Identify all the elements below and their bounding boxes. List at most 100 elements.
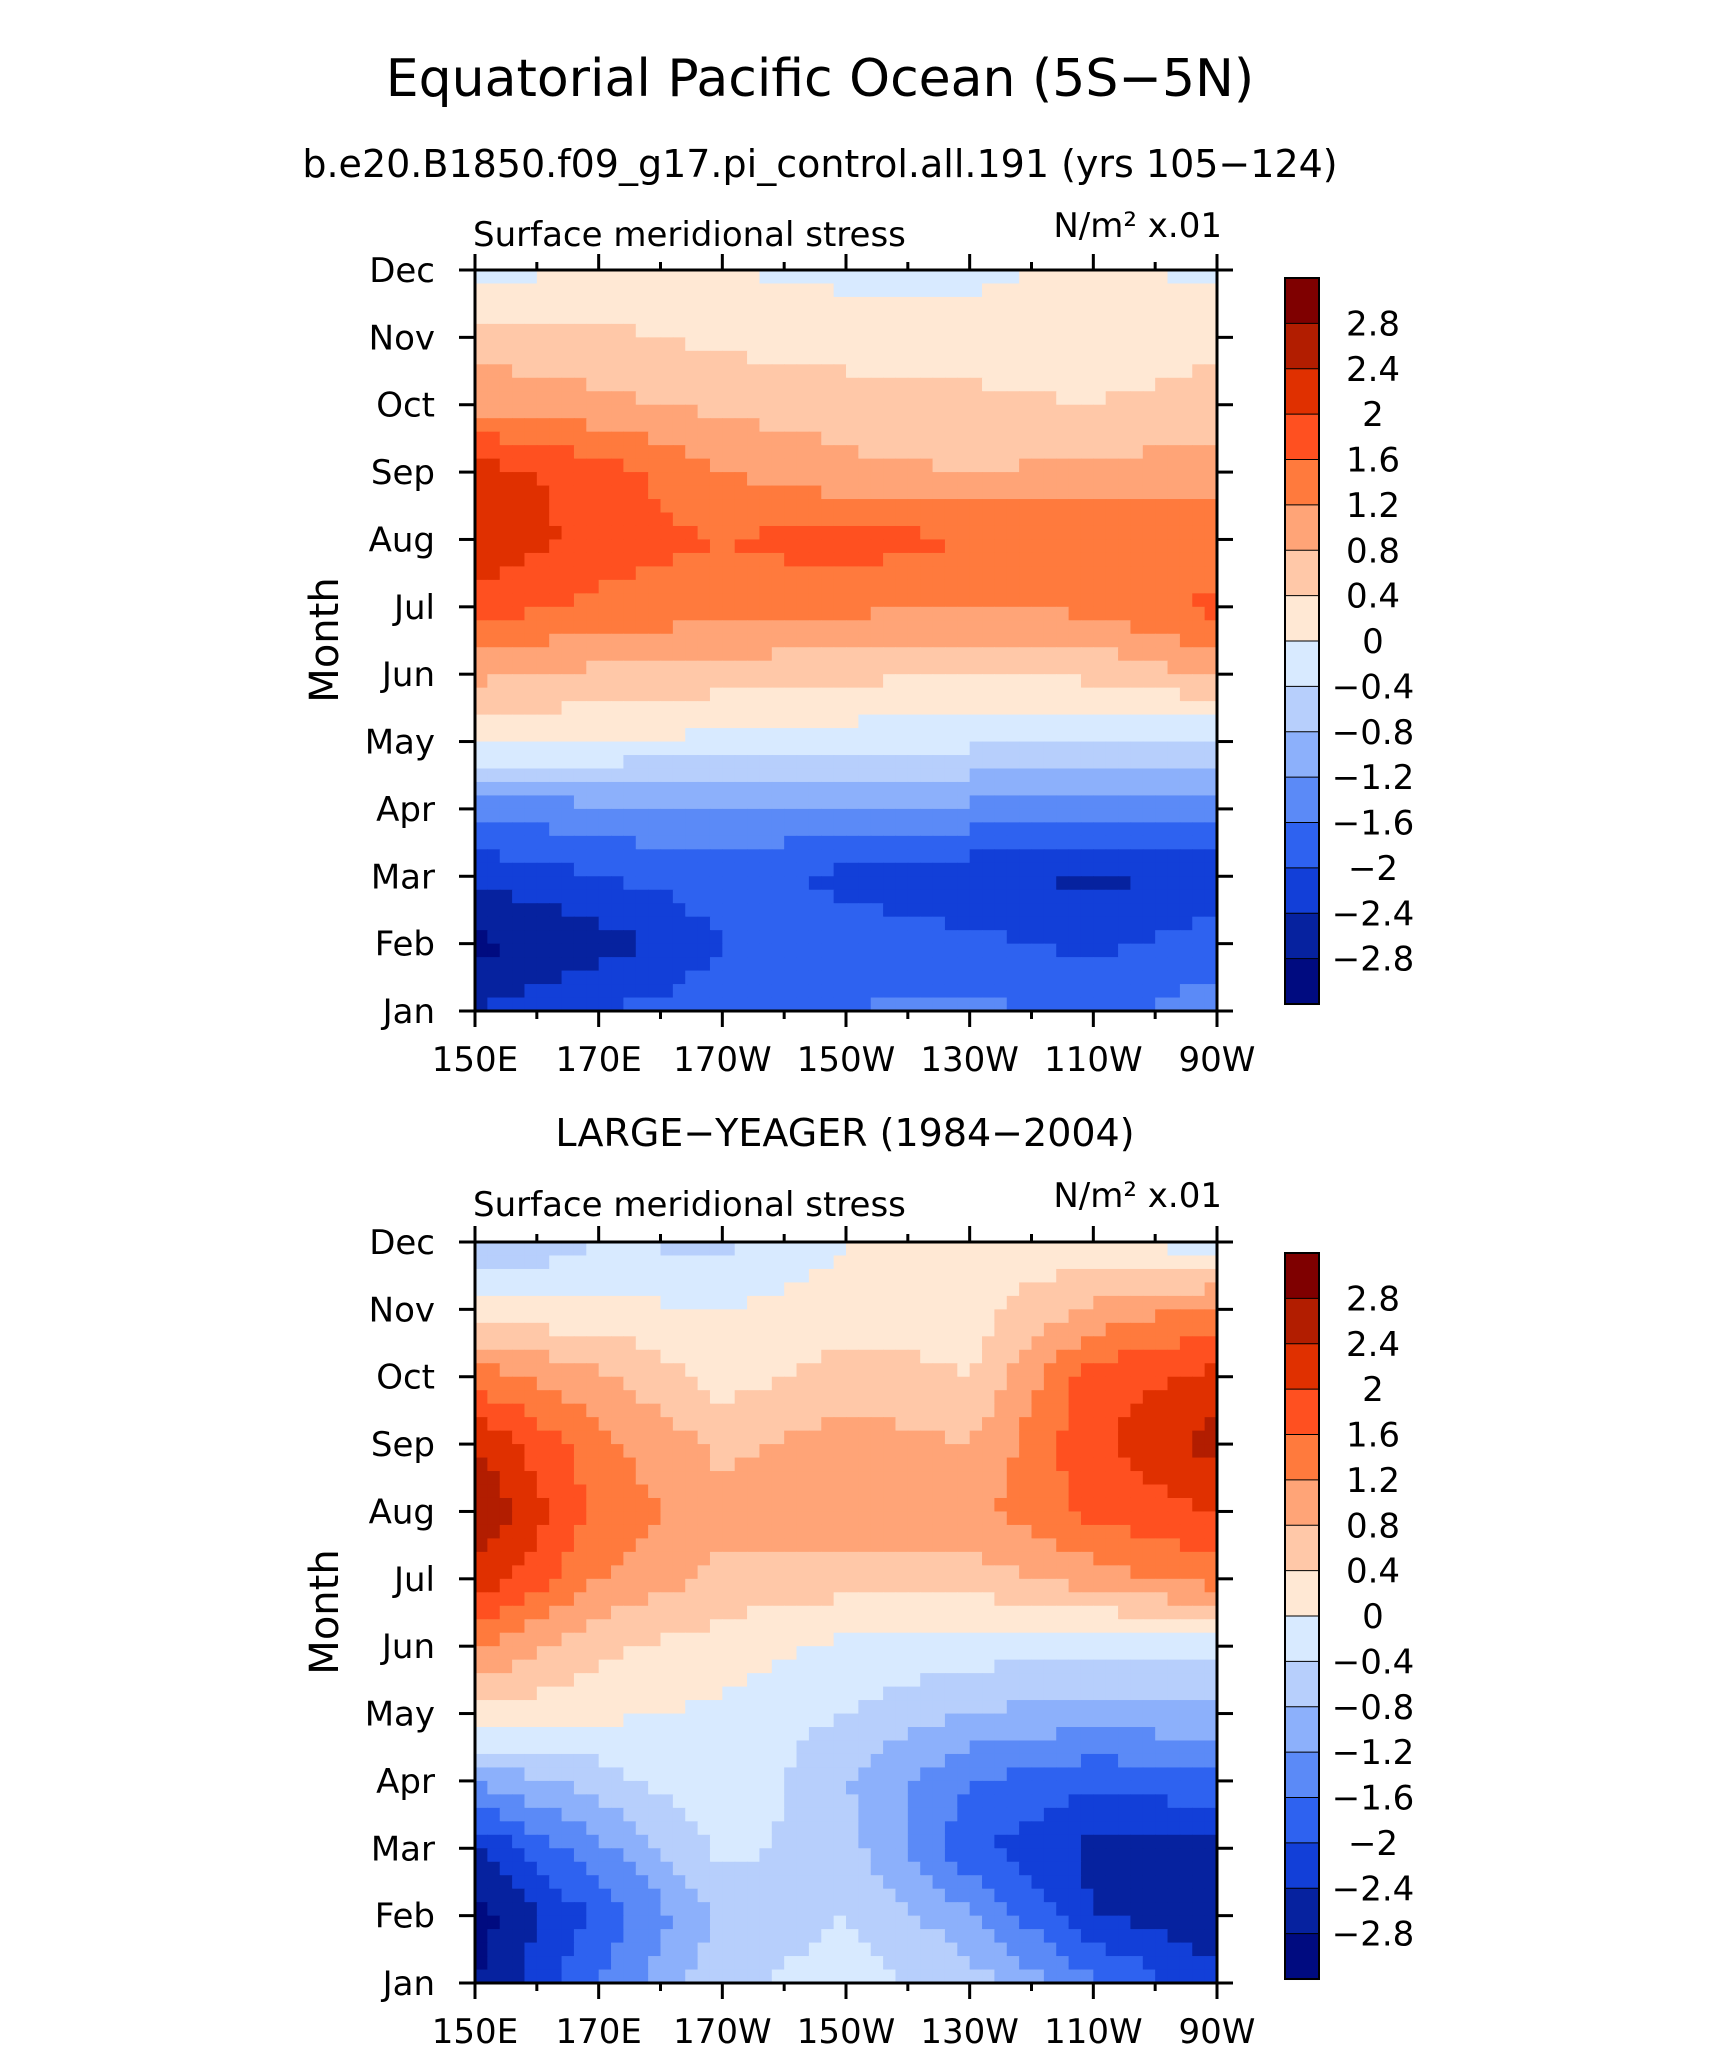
heatmap-cell (932, 1578, 946, 1593)
heatmap-cell (1031, 1363, 1045, 1378)
heatmap-cell (1105, 741, 1119, 756)
y-tick-label: May (365, 723, 435, 763)
heatmap-cell (512, 1457, 526, 1472)
heatmap-cell (944, 808, 958, 823)
heatmap-cell (734, 350, 748, 365)
heatmap-cell (1056, 1282, 1070, 1297)
heatmap-cell (524, 579, 538, 594)
heatmap-cell (895, 1282, 909, 1297)
heatmap-cell (536, 876, 550, 891)
heatmap-cell (1167, 1565, 1181, 1580)
heatmap-cell (821, 458, 835, 473)
heatmap-cell (920, 1268, 934, 1284)
heatmap-cell (771, 728, 785, 743)
heatmap-cell (920, 377, 934, 392)
heatmap-cell (1093, 620, 1107, 635)
heatmap-cell (1155, 512, 1169, 527)
heatmap-cell (623, 674, 637, 689)
heatmap-cell (883, 660, 897, 675)
heatmap-cell (635, 1295, 649, 1310)
heatmap-cell (524, 903, 538, 918)
heatmap-cell (1192, 835, 1206, 850)
heatmap-cell (1068, 795, 1082, 810)
heatmap-cell (623, 1363, 637, 1378)
heatmap-cell (932, 957, 946, 972)
heatmap-cell (1031, 418, 1045, 433)
heatmap-cell (660, 997, 674, 1012)
heatmap-cell (796, 1336, 810, 1351)
heatmap-cell (1068, 525, 1082, 541)
heatmap-cell (907, 296, 921, 312)
heatmap-cell (870, 606, 884, 621)
heatmap-cell (784, 1538, 798, 1553)
heatmap-cell (598, 1376, 612, 1391)
heatmap-cell (549, 270, 563, 285)
heatmap-cell (870, 647, 884, 662)
heatmap-cell (759, 1484, 773, 1499)
heatmap-cell (759, 404, 773, 419)
heatmap-cell (895, 1242, 909, 1257)
heatmap-cell (932, 997, 946, 1012)
heatmap-cell (1093, 647, 1107, 662)
heatmap-cell (771, 418, 785, 433)
heatmap-cell (487, 701, 501, 716)
heatmap-cell (1142, 1268, 1156, 1284)
heatmap-cell (1043, 445, 1057, 460)
heatmap-cell (1105, 458, 1119, 473)
heatmap-cell (994, 781, 1008, 797)
heatmap-cell (660, 1295, 674, 1310)
heatmap-cell (1155, 525, 1169, 541)
heatmap-cell (982, 1578, 995, 1593)
heatmap-cell (475, 1363, 488, 1378)
heatmap-cell (697, 606, 711, 621)
heatmap-cell (1204, 1282, 1218, 1297)
heatmap-cell (1192, 606, 1206, 621)
heatmap-cell (487, 795, 501, 810)
heatmap-cell (586, 472, 600, 487)
heatmap-cell (1080, 1403, 1094, 1418)
heatmap-cell (1167, 970, 1181, 985)
heatmap-cell (944, 1295, 958, 1310)
heatmap-cell (1167, 1484, 1181, 1499)
heatmap-cell (672, 472, 686, 487)
heatmap-cell (1118, 1551, 1132, 1566)
heatmap-cell (920, 579, 934, 594)
heatmap-cell (722, 1484, 736, 1499)
heatmap-cell (512, 997, 526, 1012)
heatmap-cell (1019, 741, 1033, 756)
heatmap-cell (747, 1471, 761, 1486)
heatmap-cell (784, 431, 798, 446)
heatmap-cell (759, 768, 773, 783)
heatmap-cell (895, 499, 909, 514)
heatmap-cell (660, 1336, 674, 1351)
heatmap-cell (660, 485, 674, 500)
heatmap-cell (858, 822, 872, 837)
heatmap-cell (920, 431, 934, 446)
heatmap-cell (573, 862, 587, 877)
heatmap-cell (1043, 930, 1057, 945)
heatmap-cell (1179, 472, 1193, 487)
heatmap-cell (969, 916, 983, 931)
heatmap-cell (747, 957, 761, 972)
heatmap-cell (821, 566, 835, 581)
heatmap-cell (932, 1336, 946, 1351)
heatmap-cell (895, 579, 909, 594)
heatmap-cell (1043, 889, 1057, 904)
heatmap-cell (611, 943, 624, 958)
heatmap-cell (833, 889, 847, 904)
heatmap-cell (1142, 323, 1156, 338)
heatmap-cell (944, 1592, 958, 1607)
heatmap-cell (1204, 1484, 1218, 1499)
heatmap-cell (1192, 337, 1206, 352)
heatmap-cell (722, 849, 736, 864)
heatmap-cell (982, 458, 995, 473)
heatmap-cell (499, 1255, 513, 1270)
heatmap-cell (1043, 1417, 1057, 1432)
heatmap-cell (512, 364, 526, 379)
heatmap-cell (1118, 525, 1132, 541)
heatmap-cell (982, 1565, 995, 1580)
heatmap-cell (1019, 674, 1033, 689)
heatmap-cell (747, 1444, 761, 1459)
heatmap-cell (808, 687, 822, 702)
heatmap-cell (833, 404, 847, 419)
